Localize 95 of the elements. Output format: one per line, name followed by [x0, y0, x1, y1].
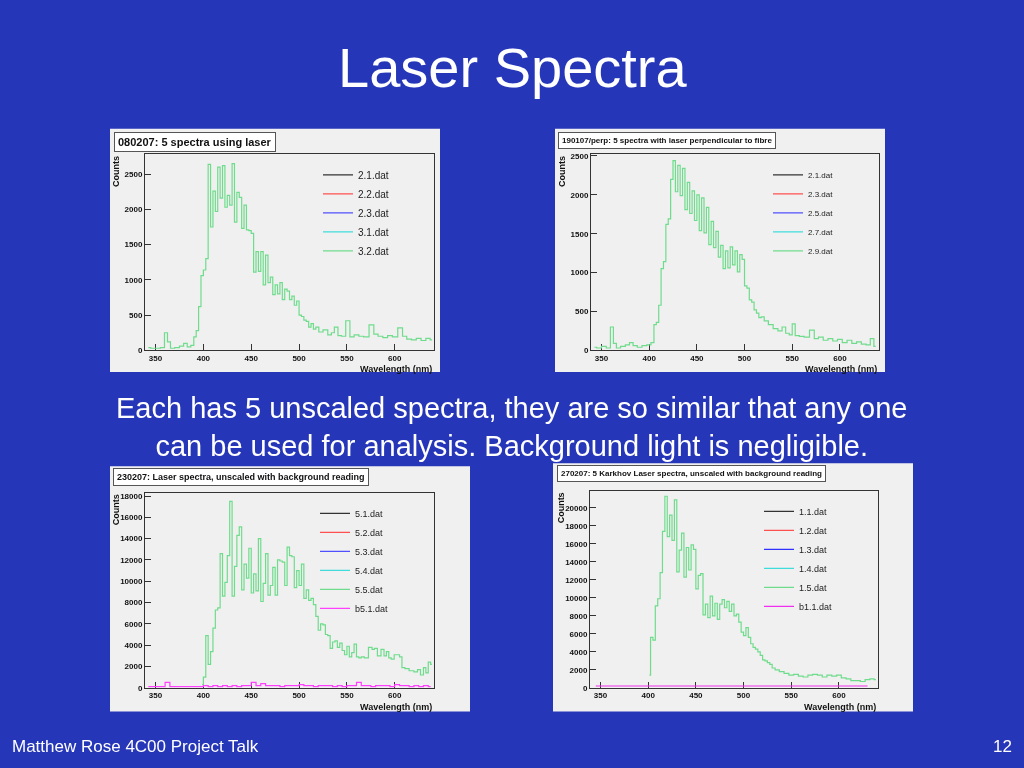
y-tick-label: 2500 [570, 151, 589, 161]
text: Each has 5 unscaled spectra, they are so similar that any one can be used for analysis. Background light is negligible. [116, 392, 908, 462]
legend-label: 2.3.dat [358, 207, 389, 219]
x-tick-label: 350 [594, 353, 609, 363]
x-tick-label: 600 [388, 353, 402, 363]
legend-label: b5.1.dat [355, 603, 389, 614]
legend-label: 5.2.dat [355, 527, 384, 538]
x-tick-label: 450 [244, 691, 259, 701]
y-axis-title: Counts [555, 492, 566, 524]
x-tick-label: 550 [340, 353, 355, 363]
legend-label: 5.3.dat [355, 546, 384, 557]
x-tick-label: 400 [642, 353, 657, 363]
y-axis-title: Counts [110, 494, 121, 526]
y-tick-label: 10000 [120, 577, 143, 587]
x-tick-label: 600 [832, 691, 847, 701]
legend-label: 2.3.dat [808, 189, 834, 199]
y-tick-label: 10000 [565, 593, 588, 603]
legend-label: 2.1.dat [358, 169, 389, 181]
x-tick-label: 550 [340, 691, 355, 701]
y-tick-label: 18000 [120, 491, 143, 501]
y-tick-label: 0 [582, 683, 588, 693]
y-tick-label: 16000 [120, 513, 143, 523]
y-tick-label: 18000 [565, 521, 588, 531]
y-tick-label: 4000 [124, 640, 143, 650]
y-tick-label: 1500 [124, 240, 143, 250]
text: Matthew Rose 4C00 Project Talk [12, 737, 259, 756]
legend-label: 1.1.dat [799, 506, 828, 517]
y-axis-title: Counts [557, 155, 568, 187]
x-tick-label: 350 [593, 691, 608, 701]
y-tick-label: 1000 [124, 275, 143, 285]
legend-label: 5.5.dat [355, 584, 384, 595]
x-axis-title: Wavelength (nm) [360, 364, 433, 374]
x-tick-label: 500 [737, 353, 752, 363]
text: Laser Spectra [338, 36, 688, 99]
chart-title: 230207: Laser spectra, unscaled with background reading [117, 472, 365, 482]
y-tick-label: 6000 [124, 619, 143, 629]
legend-label: 1.4.dat [799, 563, 828, 574]
legend-label: 5.4.dat [355, 565, 384, 576]
y-tick-label: 500 [575, 307, 589, 317]
x-axis-title: Wavelength (nm) [804, 702, 877, 712]
text: 12 [993, 737, 1012, 756]
x-tick-label: 500 [736, 691, 751, 701]
legend-label: 3.1.dat [358, 226, 389, 238]
y-axis-title: Counts [111, 155, 122, 187]
x-axis-title: Wavelength (nm) [360, 702, 433, 712]
y-tick-label: 2000 [124, 205, 143, 215]
y-tick-label: 12000 [120, 555, 143, 565]
y-tick-label: 2000 [569, 665, 588, 675]
x-tick-label: 400 [196, 353, 211, 363]
legend-label: 2.7.dat [808, 227, 834, 237]
chart-title: 190107/perp: 5 spectra with laser perpendicular to fibre [562, 136, 773, 145]
legend-label: 2.9.dat [808, 246, 834, 256]
legend-label: 1.3.dat [799, 544, 828, 555]
x-tick-label: 600 [388, 691, 402, 701]
x-tick-label: 450 [244, 353, 259, 363]
chart-title: 080207: 5 spectra using laser [118, 136, 272, 148]
x-tick-label: 400 [196, 691, 211, 701]
y-tick-label: 0 [137, 683, 143, 693]
x-axis-title: Wavelength (nm) [805, 364, 878, 374]
x-tick-label: 550 [784, 691, 799, 701]
y-tick-label: 500 [129, 310, 143, 320]
legend-label: 5.1.dat [355, 508, 384, 519]
x-tick-label: 450 [689, 691, 704, 701]
y-tick-label: 20000 [565, 503, 588, 513]
legend-label: 2.1.dat [808, 170, 834, 180]
y-tick-label: 2500 [124, 169, 143, 179]
chart-title: 270207: 5 Karkhov Laser spectra, unscaled with background reading [561, 469, 823, 478]
legend-label: 1.5.dat [799, 582, 828, 593]
y-tick-label: 4000 [569, 647, 588, 657]
y-tick-label: 0 [583, 346, 589, 356]
y-tick-label: 2000 [570, 190, 589, 200]
legend-label: 1.2.dat [799, 525, 828, 536]
x-tick-label: 500 [292, 353, 307, 363]
legend-label: 3.2.dat [358, 245, 389, 257]
y-tick-label: 2000 [124, 662, 143, 672]
y-tick-label: 1000 [570, 268, 589, 278]
legend-label: 2.5.dat [808, 208, 834, 218]
y-tick-label: 8000 [569, 611, 588, 621]
x-tick-label: 400 [641, 691, 656, 701]
y-tick-label: 14000 [120, 534, 143, 544]
x-tick-label: 550 [785, 353, 800, 363]
x-tick-label: 450 [690, 353, 705, 363]
legend-label: 2.2.dat [358, 188, 389, 200]
y-tick-label: 8000 [124, 598, 143, 608]
y-tick-label: 16000 [565, 539, 588, 549]
y-tick-label: 14000 [565, 557, 588, 567]
legend-label: b1.1.dat [799, 601, 833, 612]
x-tick-label: 500 [292, 691, 307, 701]
y-tick-label: 0 [137, 346, 143, 356]
x-tick-label: 350 [148, 691, 163, 701]
x-tick-label: 350 [148, 353, 163, 363]
x-tick-label: 600 [833, 353, 848, 363]
y-tick-label: 1500 [570, 229, 589, 239]
y-tick-label: 6000 [569, 629, 588, 639]
y-tick-label: 12000 [565, 575, 588, 585]
